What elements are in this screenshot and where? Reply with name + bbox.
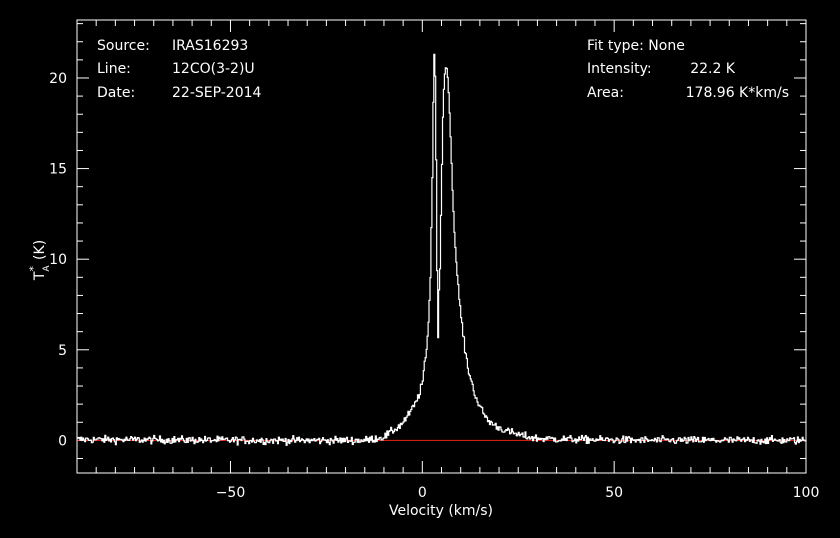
source-key: Source:	[97, 38, 150, 54]
y-tick-label: 10	[49, 252, 67, 268]
header-right: Fit type: None Intensity: 22.2 K Area: 1…	[587, 38, 789, 101]
area-key: Area:	[587, 85, 624, 101]
y-label-sup: *	[27, 265, 40, 271]
x-tick-label: 50	[605, 485, 623, 501]
y-label-sub: A	[42, 265, 52, 272]
y-label-main: T	[32, 271, 48, 281]
spectrum-line	[77, 53, 807, 446]
date-value: 22-SEP-2014	[172, 85, 262, 101]
y-tick-label: 5	[58, 343, 67, 359]
y-axis-label: TA* (K)	[27, 240, 52, 281]
intensity-key: Intensity:	[587, 61, 652, 77]
y-label-unit: (K)	[32, 240, 48, 260]
source-value: IRAS16293	[172, 38, 248, 54]
x-tick-labels: −50 0 50 100	[216, 485, 820, 501]
intensity-value: 22.2 K	[690, 61, 736, 77]
line-value: 12CO(3-2)U	[172, 61, 255, 77]
x-tick-label: −50	[216, 485, 246, 501]
x-tick-label: 0	[418, 485, 427, 501]
date-key: Date:	[97, 85, 135, 101]
x-tick-label: 100	[793, 485, 820, 501]
x-axis-label: Velocity (km/s)	[389, 503, 493, 519]
svg-text:TA*(K): TA* (K)	[27, 240, 52, 281]
line-key: Line:	[97, 61, 131, 77]
y-tick-labels: 0 5 10 15 20	[49, 71, 67, 449]
y-tick-label: 15	[49, 162, 67, 178]
axis-ticks	[76, 20, 807, 473]
header-left: Source: IRAS16293 Line: 12CO(3-2)U Date:…	[97, 38, 262, 101]
y-tick-label: 0	[58, 433, 67, 449]
y-tick-label: 20	[49, 71, 67, 87]
plot-frame	[76, 19, 807, 474]
fit-type-text: Fit type: None	[587, 38, 685, 54]
area-value: 178.96 K*km/s	[686, 85, 789, 101]
